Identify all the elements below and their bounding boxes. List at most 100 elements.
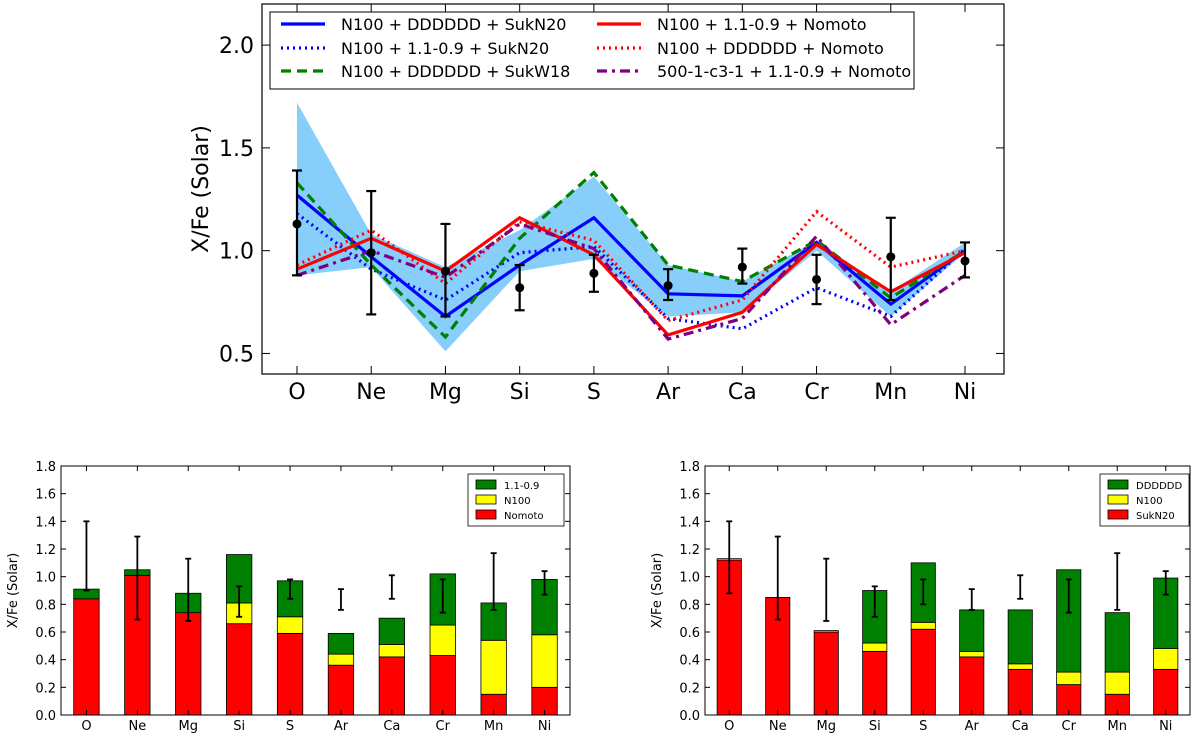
bar-segment-N100 xyxy=(1056,671,1082,685)
y-tick-label: 1.4 xyxy=(679,515,700,530)
legend-swatch-1.1-0.9 xyxy=(475,479,497,490)
plot-frame xyxy=(261,3,1005,375)
data-point xyxy=(292,219,302,229)
bar-segment-1.1-0.9 xyxy=(378,617,405,645)
bar-segment-Nomoto xyxy=(327,664,355,716)
data-point xyxy=(960,256,970,266)
bar-segment-DDDDDD xyxy=(1007,609,1033,665)
y-tick-label: 0.5 xyxy=(219,342,254,367)
x-tick-label: Cr xyxy=(436,719,451,734)
y-tick-label: 0.2 xyxy=(679,681,700,696)
bottom-left-stacked-bar-chart: 0.0 0.2 0.4 0.6 0.8 1.0 1.2 1.4 1.6 1.8 O Ne Mg Si S Ar… xyxy=(6,460,571,734)
y-tick-label: 0.8 xyxy=(679,598,700,613)
x-tick-label: Ar xyxy=(656,380,681,405)
legend-label-4: N100 + DDDDDD + Nomoto xyxy=(657,39,884,58)
bar-segment-N100 xyxy=(1007,663,1033,670)
data-point xyxy=(663,281,673,291)
y-tick-label: 1.5 xyxy=(219,137,254,162)
bar-segment-DDDDDD xyxy=(959,609,985,652)
x-tick-label: Ca xyxy=(728,380,757,405)
y-tick-label: 0.8 xyxy=(35,598,56,613)
bar-segment-SukN20 xyxy=(813,631,839,716)
legend-label-2: N100 + DDDDDD + SukW18 xyxy=(341,62,570,81)
x-tick-label: Mg xyxy=(817,719,836,734)
y-tick-label: 1.8 xyxy=(35,460,56,475)
series-line-5 xyxy=(296,222,966,341)
x-tick-label: Ne xyxy=(128,719,146,734)
bar-segment-N100 xyxy=(531,634,558,688)
y-tick-label: 1.6 xyxy=(679,488,700,503)
bar-segment-N100 xyxy=(378,644,405,658)
bar-segment-N100 xyxy=(862,642,888,652)
legend-swatch-DDDDDD xyxy=(1107,479,1129,490)
y-tick-label: 0.4 xyxy=(35,654,56,669)
y-tick-label: 0.2 xyxy=(35,681,56,696)
bar-segment-SukN20 xyxy=(959,656,985,716)
x-tick-label: Ni xyxy=(538,719,551,734)
y-tick-label: 0.6 xyxy=(679,626,700,641)
y-tick-label: 1.6 xyxy=(35,488,56,503)
x-tick-label: Mn xyxy=(1108,719,1127,734)
legend-swatch-N100 xyxy=(475,494,497,505)
x-tick-label: Ca xyxy=(1012,719,1029,734)
x-tick-label: O xyxy=(288,380,305,405)
x-tick-label: Ni xyxy=(1159,719,1172,734)
bar-segment-N100 xyxy=(910,621,936,630)
bar-segment-Nomoto xyxy=(73,598,100,716)
bar-segment-N100 xyxy=(1104,671,1130,695)
bar-segment-Nomoto xyxy=(378,656,405,716)
x-tick-label: Mg xyxy=(429,380,462,405)
series-line-0 xyxy=(295,193,966,319)
x-tick-label: Cr xyxy=(804,380,829,405)
data-point xyxy=(886,252,896,262)
x-tick-label: O xyxy=(724,719,734,734)
legend-box xyxy=(269,11,915,90)
plot-frame xyxy=(704,465,1191,716)
x-tick-label: Mn xyxy=(484,719,503,734)
y-axis-label: X/Fe (Solar) xyxy=(189,125,214,253)
bar-segment-SukN20 xyxy=(910,628,936,716)
y-tick-label: 1.2 xyxy=(35,543,56,558)
bar-segment-N100 xyxy=(429,624,456,656)
y-tick-label: 0.0 xyxy=(35,709,56,724)
x-tick-label: S xyxy=(587,380,601,405)
bar-segment-Nomoto xyxy=(175,612,202,716)
bar-segment-N100 xyxy=(480,639,507,695)
y-tick-label: 1.0 xyxy=(35,571,56,586)
bar-segment-SukN20 xyxy=(862,650,888,716)
x-tick-label: S xyxy=(286,719,294,734)
series-line-1 xyxy=(296,212,967,331)
top-line-chart: 0.5 1.0 1.5 2.0 O Ne Mg Si S Ar Ca Cr Mn Ni X/Fe (Sola… xyxy=(189,3,1005,405)
y-tick-label: 2.0 xyxy=(219,34,254,59)
x-tick-label: Si xyxy=(510,380,530,405)
y-tick-label: 1.4 xyxy=(35,515,56,530)
y-tick-label: 0.6 xyxy=(35,626,56,641)
x-tick-label: Ni xyxy=(954,380,977,405)
bar-segment-Nomoto xyxy=(226,623,253,716)
data-point xyxy=(440,266,450,276)
x-tick-label: O xyxy=(81,719,91,734)
legend-label-N100: N100 xyxy=(1136,496,1163,507)
x-tick-label: S xyxy=(919,719,927,734)
x-tick-label: Si xyxy=(869,719,881,734)
plot-frame xyxy=(60,465,571,716)
bar-segment-Nomoto xyxy=(429,655,456,716)
series-line-4 xyxy=(296,209,966,323)
bottom-right-stacked-bar-chart: 0.0 0.2 0.4 0.6 0.8 1.0 1.2 1.4 1.6 1.8 O Ne Mg Si S Ar… xyxy=(650,460,1191,734)
legend-swatch-Nomoto xyxy=(475,509,497,520)
bar-segment-1.1-0.9 xyxy=(327,632,355,655)
data-point xyxy=(515,283,525,293)
y-tick-label: 0.4 xyxy=(679,654,700,669)
series-line-3 xyxy=(296,215,966,337)
legend-swatch-SukN20 xyxy=(1107,509,1129,520)
bar-segment-N100 xyxy=(1153,648,1179,670)
x-tick-label: Mn xyxy=(874,380,907,405)
x-tick-label: Cr xyxy=(1062,719,1077,734)
legend-label-0: N100 + DDDDDD + SukN20 xyxy=(341,15,566,34)
bar-segment-SukN20 xyxy=(1153,668,1179,716)
bar-segment-DDDDDD xyxy=(1104,612,1130,673)
x-tick-label: Ne xyxy=(769,719,787,734)
bar-segment-SukN20 xyxy=(1007,668,1033,716)
series-line-2 xyxy=(295,170,966,340)
